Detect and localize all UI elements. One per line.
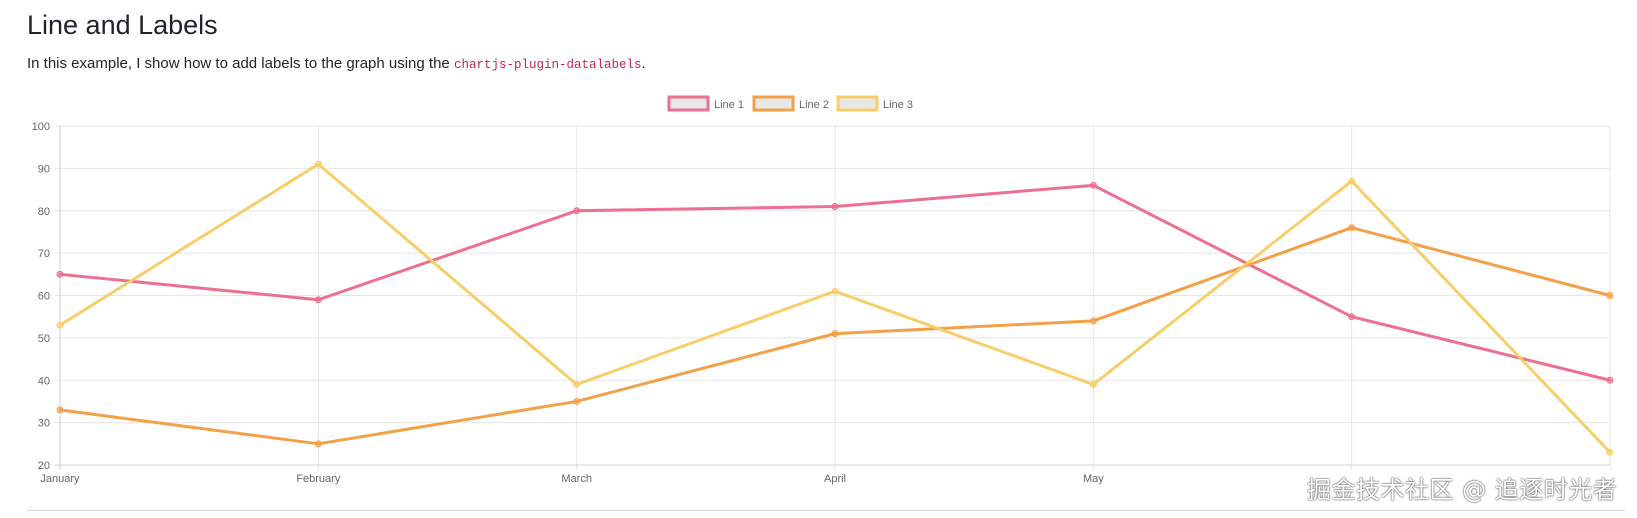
data-point [314, 160, 322, 168]
line-chart: 20 30 40 50 60 70 80 90 100 January February March… [32, 95, 1614, 485]
legend-swatch [667, 95, 710, 112]
data-point [831, 287, 839, 295]
x-axis: January February March April May [40, 473, 1104, 485]
legend-swatch [752, 95, 795, 112]
data-point [1089, 380, 1097, 388]
y-tick-label: 90 [38, 163, 50, 175]
x-tick-label: April [824, 473, 846, 485]
y-tick-label: 30 [38, 418, 50, 430]
x-tick-label: May [1083, 473, 1104, 485]
y-tick-label: 50 [38, 333, 50, 345]
x-tick-label: March [561, 473, 592, 485]
data-point [831, 330, 839, 338]
y-tick-label: 70 [38, 248, 50, 260]
intro-end: . [641, 55, 646, 72]
y-tick-label: 100 [32, 121, 50, 133]
data-point [56, 406, 64, 414]
watermark: 掘金技术社区 @ 追逐时光者 [1307, 476, 1618, 504]
chart-grid [55, 125, 1611, 470]
data-point [1606, 292, 1614, 299]
chart-legend[interactable]: Line 1 Line 2 Line 3 [667, 95, 913, 112]
legend-label: Line 3 [883, 99, 913, 111]
y-tick-label: 20 [38, 460, 50, 472]
data-point [1089, 317, 1097, 325]
y-axis: 20 30 40 50 60 70 80 90 100 [32, 121, 50, 472]
data-point [314, 440, 322, 448]
divider [27, 510, 1625, 511]
data-point [1348, 177, 1356, 185]
data-point [314, 296, 322, 304]
data-point [56, 270, 64, 278]
legend-swatch [836, 95, 879, 112]
data-point [1348, 224, 1356, 232]
y-tick-label: 60 [38, 291, 50, 303]
data-point [573, 207, 581, 215]
data-point [1089, 181, 1097, 189]
y-tick-label: 40 [38, 375, 50, 387]
data-point [1348, 313, 1356, 321]
data-point [56, 321, 64, 329]
data-point [831, 203, 839, 211]
y-tick-label: 80 [38, 206, 50, 218]
intro-text: In this example, I show how to add label… [27, 55, 646, 72]
data-point [1606, 376, 1614, 384]
legend-label: Line 2 [799, 99, 829, 111]
page-title: Line and Labels [27, 10, 218, 40]
plugin-name-code: chartjs-plugin-datalabels [453, 58, 642, 72]
data-point [573, 380, 581, 388]
x-tick-label: February [296, 473, 341, 485]
legend-label: Line 1 [714, 99, 744, 111]
x-tick-label: January [40, 473, 80, 485]
series-lines [56, 160, 1614, 456]
data-point [573, 397, 581, 405]
intro-sentence: In this example, I show how to add label… [27, 55, 454, 72]
data-point [1606, 448, 1614, 456]
